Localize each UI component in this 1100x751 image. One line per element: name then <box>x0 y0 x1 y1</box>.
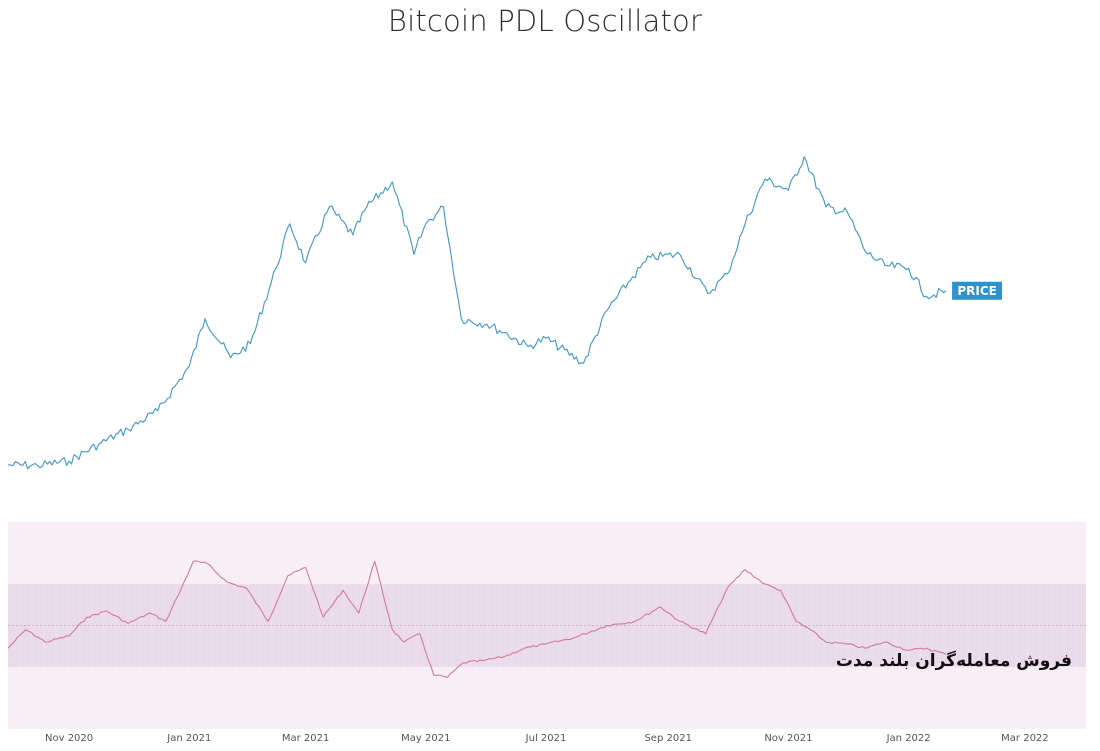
x-tick-label: Jan 2021 <box>166 733 211 744</box>
chart-title: Bitcoin PDL Oscillator <box>387 4 703 38</box>
x-tick-label: Nov 2021 <box>764 733 812 744</box>
price-series-line <box>8 156 947 470</box>
price-tag-label: PRICE <box>957 284 997 298</box>
x-tick-label: Jan 2022 <box>886 733 931 744</box>
oscillator-inner-band <box>8 584 1086 667</box>
annotation-layer: فروش معامله‌گران بلند مدت <box>836 650 1072 671</box>
x-tick-label: Nov 2020 <box>45 733 93 744</box>
x-tick-label: Sep 2021 <box>644 733 691 744</box>
x-tick-label: Mar 2021 <box>282 733 330 744</box>
x-tick-label: Jul 2021 <box>525 733 567 744</box>
x-axis: Nov 2020 Jan 2021 Mar 2021 May 2021 Jul 2021… <box>45 733 1049 744</box>
annotation-text: فروش معامله‌گران بلند مدت <box>836 650 1072 671</box>
x-tick-label: May 2021 <box>401 733 450 744</box>
oscillator-background <box>8 522 1086 729</box>
oscillator-series-line <box>7 560 947 678</box>
x-tick-label: Mar 2022 <box>1001 733 1049 744</box>
price-chart: PRICE <box>8 156 1003 470</box>
price-tag <box>952 281 1003 300</box>
oscillator-chart <box>7 560 947 678</box>
